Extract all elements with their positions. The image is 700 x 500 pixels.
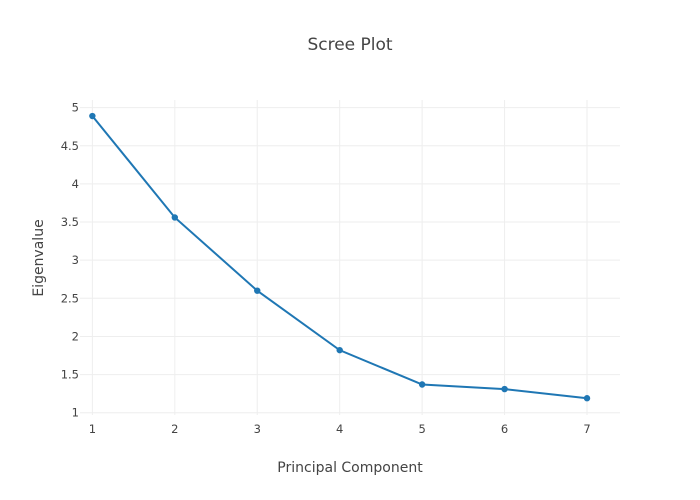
tick-labels: 1 1.5 2 2.5 3 3.5 4 4.5 5 1 2 3 4 5 6 7: [61, 101, 591, 436]
data-point: [336, 346, 343, 354]
data-point: [89, 112, 96, 120]
y-tick-label: 2.5: [61, 291, 79, 305]
x-tick-label: 6: [501, 422, 508, 436]
y-tick-label: 1.5: [61, 368, 79, 382]
gridlines: [80, 100, 620, 415]
chart-title: Scree Plot: [307, 35, 392, 55]
data-point: [171, 214, 179, 221]
y-axis-title: Eigenvalue: [31, 219, 47, 296]
y-tick-label: 1: [72, 406, 79, 420]
y-tick-label: 3: [72, 253, 79, 267]
data-point: [583, 395, 591, 402]
x-tick-label: 2: [171, 422, 178, 436]
y-tick-label: 2: [72, 329, 79, 343]
data-point: [254, 287, 261, 294]
y-tick-label: 5: [72, 101, 79, 115]
y-tick-label: 4.5: [61, 139, 79, 153]
x-tick-label: 3: [254, 422, 261, 436]
y-tick-label: 3.5: [61, 215, 79, 229]
data-series: [89, 112, 591, 402]
y-tick-label: 4: [72, 177, 79, 191]
x-tick-label: 4: [336, 422, 343, 436]
data-point: [418, 381, 426, 388]
x-tick-label: 1: [89, 422, 96, 436]
x-tick-label: 5: [418, 422, 425, 436]
x-tick-label: 7: [583, 422, 590, 436]
data-point: [501, 385, 508, 393]
x-axis-title: Principal Component: [277, 460, 423, 476]
